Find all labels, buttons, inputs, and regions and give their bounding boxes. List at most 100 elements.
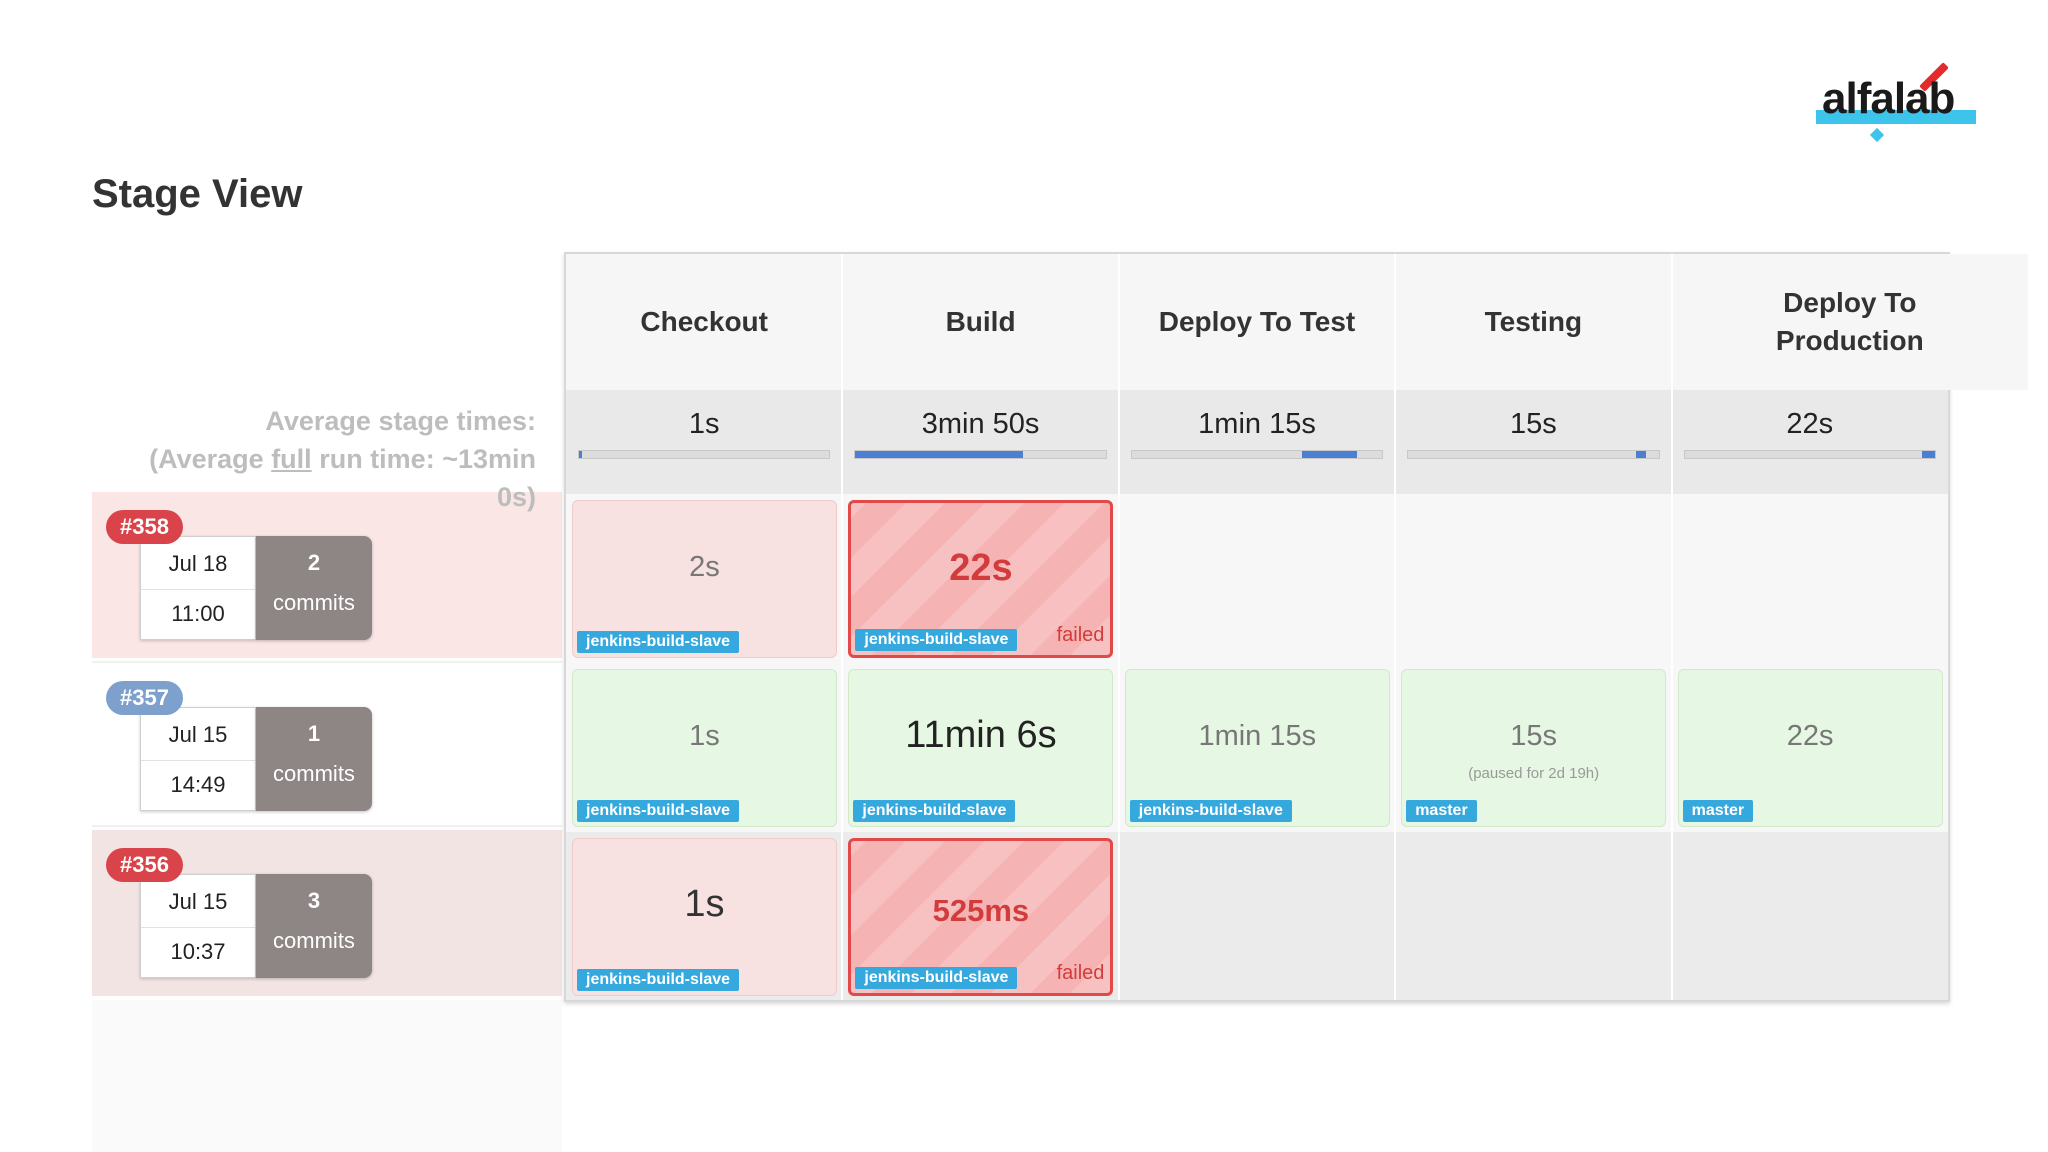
stage-duration: 525ms (932, 893, 1030, 928)
stage-header[interactable]: Checkout (566, 254, 843, 390)
left-panel-filler (92, 1000, 562, 1152)
build-date: Jul 15 (168, 889, 228, 914)
agent-label[interactable]: jenkins-build-slave (853, 800, 1016, 822)
column-separator (1117, 254, 1120, 1000)
stage-cell[interactable]: 15s (paused for 2d 19h) master (1401, 669, 1667, 827)
agent-label[interactable]: jenkins-build-slave (577, 969, 740, 991)
full-run-time-link[interactable]: full (271, 444, 312, 474)
stage-duration: 1s (689, 720, 720, 752)
stage-duration: 11min 6s (905, 714, 1057, 756)
date-divider (141, 760, 255, 761)
stage-average-time: 15s (1510, 408, 1557, 440)
stage-cell[interactable]: 11min 6s jenkins-build-slave (848, 669, 1114, 827)
commits-label: commits (273, 590, 355, 615)
average-stage-times-title: Average stage times: (265, 406, 536, 436)
column-separator (1394, 254, 1397, 1000)
agent-label[interactable]: jenkins-build-slave (855, 967, 1018, 989)
paused-note: (paused for 2d 19h) (1468, 765, 1600, 782)
stage-cell[interactable]: 1s jenkins-build-slave (572, 669, 837, 827)
stage-average-time: 22s (1786, 408, 1834, 440)
commits-count: 2 (307, 550, 321, 575)
stage-cell[interactable]: 2s jenkins-build-slave (572, 500, 837, 658)
stage-cell[interactable]: 22s jenkins-build-slave failed (848, 500, 1114, 658)
stage-column: Checkout 1s (566, 254, 843, 1000)
average-run-time: (Average full run time: ~13min 0s) (116, 440, 536, 516)
stage-progress-track (1407, 450, 1660, 459)
logo-underline (1816, 110, 1976, 124)
build-date-box[interactable]: Jul 15 14:49 (140, 707, 256, 811)
failed-status: failed (1056, 624, 1105, 646)
stage-duration: 15s (1510, 720, 1558, 752)
build-date-box[interactable]: Jul 15 10:37 (140, 874, 256, 978)
stage-header[interactable]: Deploy To Test (1118, 254, 1396, 390)
stage-progress-fill (1302, 451, 1358, 458)
agent-label[interactable]: master (1406, 800, 1477, 822)
build-row-header[interactable]: Jul 18 11:00 2 commits #358 (92, 492, 562, 658)
commits-button[interactable]: 2 commits (256, 536, 372, 640)
stage-progress-track (1130, 450, 1384, 459)
build-date-box[interactable]: Jul 18 11:00 (140, 536, 256, 640)
stage-cell[interactable]: 525ms jenkins-build-slave failed (848, 838, 1114, 996)
stage-average-time: 1min 15s (1198, 408, 1316, 440)
stage-duration: 1s (684, 883, 725, 925)
build-date: Jul 15 (168, 722, 228, 747)
stage-average-cell: 1s (566, 390, 843, 494)
stage-duration: 2s (689, 551, 720, 583)
page-title: Stage View (92, 172, 303, 216)
build-row-header[interactable]: Jul 15 14:49 1 commits #357 (92, 661, 562, 827)
agent-label[interactable]: jenkins-build-slave (577, 800, 740, 822)
agent-label[interactable]: master (1682, 800, 1754, 822)
stage-column: Deploy To Production 22s (1670, 254, 2028, 1000)
build-time: 10:37 (170, 939, 226, 964)
stage-average-cell: 3min 50s (842, 390, 1119, 494)
stage-column: Build 3min 50s (841, 254, 1119, 1000)
stage-progress-fill (1636, 451, 1647, 458)
build-row-header[interactable]: Jul 15 10:37 3 commits #356 (92, 830, 562, 996)
stage-cell[interactable]: 1s jenkins-build-slave (572, 838, 837, 996)
build-number-badge[interactable]: #357 (106, 681, 183, 715)
commits-label: commits (273, 761, 355, 786)
stage-cell[interactable]: 1min 15s jenkins-build-slave (1124, 669, 1390, 827)
agent-label[interactable]: jenkins-build-slave (1129, 800, 1292, 822)
stage-average-time: 1s (688, 408, 720, 440)
commits-button[interactable]: 1 commits (256, 707, 372, 811)
stage-grid: Checkout 1s Build 3min 50s Deploy To Test 1mi… (564, 252, 2028, 1002)
stage-duration: 1min 15s (1198, 720, 1317, 752)
stage-duration: 22s (1786, 720, 1834, 752)
commits-label: commits (273, 928, 355, 953)
stage-column: Deploy To Test 1min 15s (1117, 254, 1396, 1000)
average-stage-times-label: Average stage times: (Average full run t… (116, 402, 536, 516)
stage-average-cell: 22s (1671, 390, 1948, 494)
stage-header[interactable]: Deploy To Production (1671, 254, 2028, 390)
date-divider (141, 589, 255, 590)
stage-average-cell: 15s (1395, 390, 1672, 494)
stage-progress-fill (1922, 451, 1935, 458)
column-separator (1670, 254, 1673, 1000)
stage-average-cell: 1min 15s (1118, 390, 1396, 494)
alfalab-logo: alfalab (1812, 58, 1982, 144)
commits-button[interactable]: 3 commits (256, 874, 372, 978)
stage-average-time: 3min 50s (921, 408, 1040, 440)
commits-count: 1 (307, 721, 321, 746)
stage-progress-fill (579, 451, 582, 458)
build-number-badge[interactable]: #356 (106, 848, 183, 882)
logo-text: alfalab (1822, 74, 1955, 123)
logo-diamond-mark (1869, 127, 1885, 143)
commits-count: 3 (307, 888, 321, 913)
build-number-badge[interactable]: #358 (106, 510, 183, 544)
stage-column: Testing 15s (1394, 254, 1672, 1000)
stage-header[interactable]: Testing (1395, 254, 1672, 390)
agent-label[interactable]: jenkins-build-slave (577, 631, 740, 653)
stage-header[interactable]: Build (842, 254, 1119, 390)
build-date: Jul 18 (168, 551, 228, 576)
stage-progress-track (1683, 450, 1936, 459)
stage-duration: 22s (949, 547, 1013, 589)
stage-cell[interactable]: 22s master (1677, 669, 1943, 827)
date-divider (141, 927, 255, 928)
average-run-time-prefix: (Average (149, 444, 272, 474)
agent-label[interactable]: jenkins-build-slave (855, 629, 1018, 651)
stage-progress-fill (855, 451, 1024, 458)
column-separator (841, 254, 844, 1000)
average-run-time-suffix: run time: ~13min 0s) (311, 444, 536, 512)
failed-status: failed (1056, 962, 1105, 984)
